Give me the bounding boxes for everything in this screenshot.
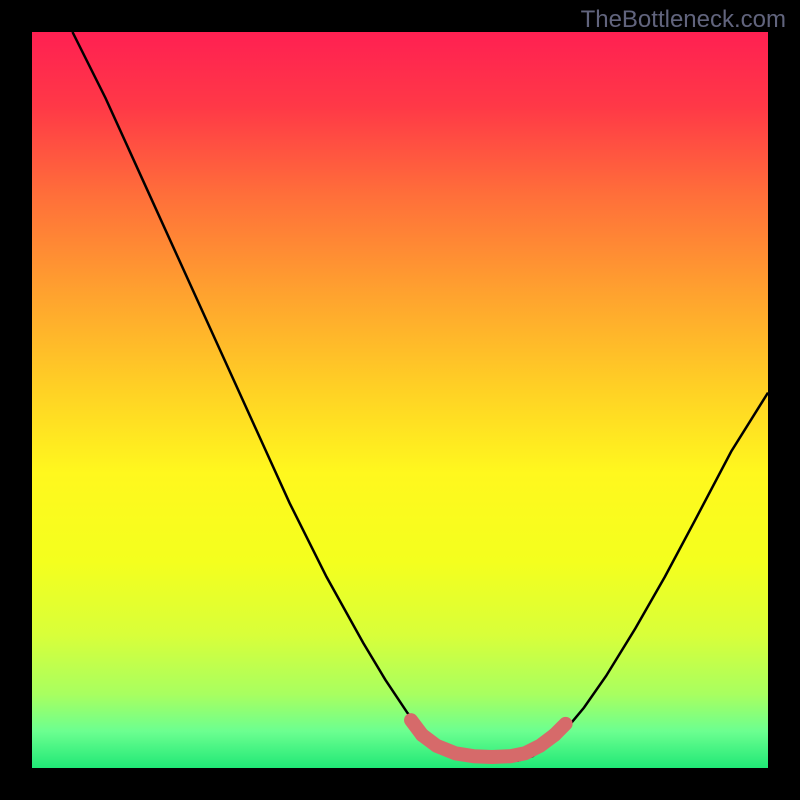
plot-background	[32, 32, 768, 768]
flat-zone-segment	[555, 724, 566, 735]
bottleneck-chart	[0, 0, 800, 800]
chart-container: TheBottleneck.com	[0, 0, 800, 800]
